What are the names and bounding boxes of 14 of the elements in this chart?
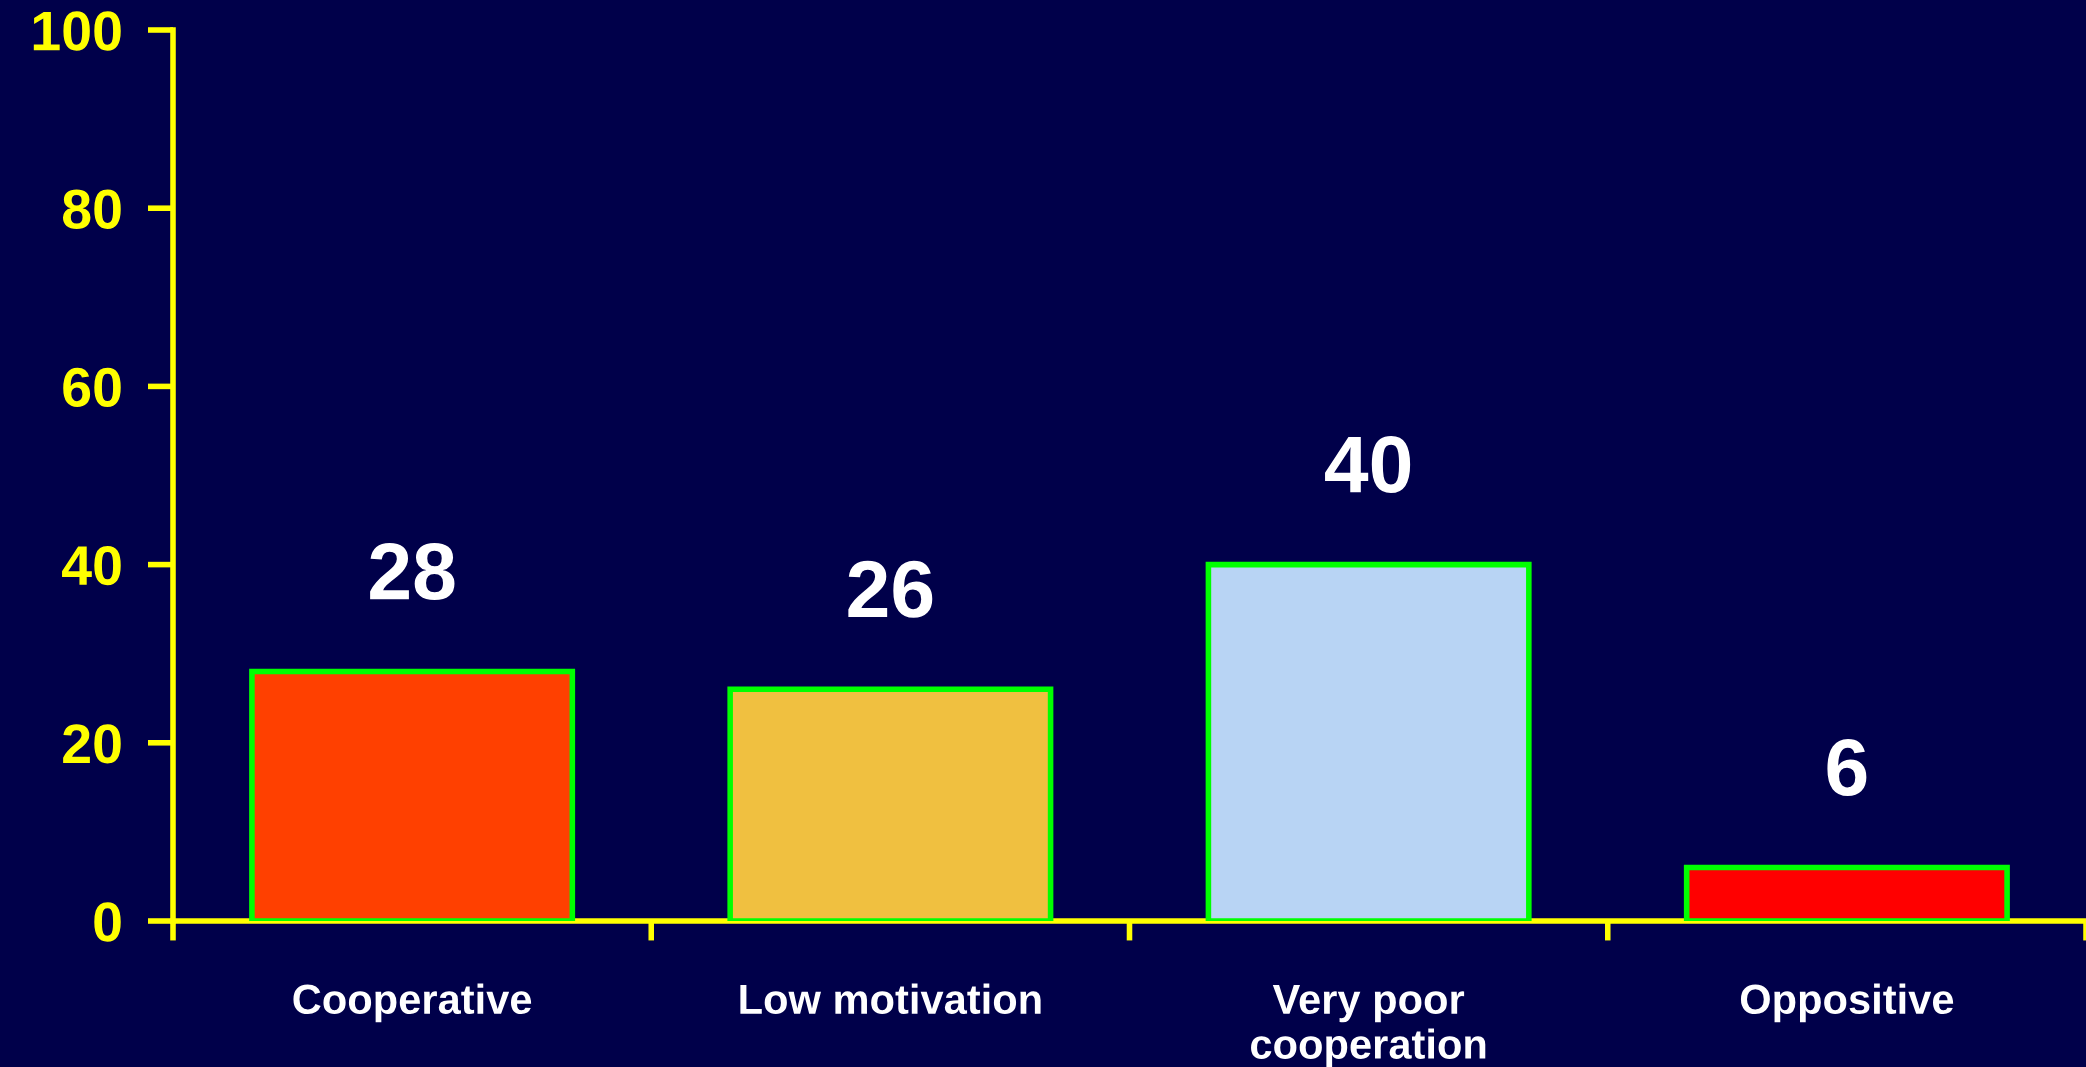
data-label: 28 [370, 543, 455, 601]
x-tick-label: Oppositive [1740, 983, 1954, 1023]
y-tick-label: 80 [62, 189, 121, 229]
data-label: 40 [1325, 436, 1411, 494]
data-label: 26 [848, 560, 933, 618]
y-tick-label: 40 [62, 545, 121, 586]
data-label: 6 [1827, 739, 1867, 797]
y-tick-label: 20 [63, 724, 121, 764]
y-tick-label: 0 [94, 902, 121, 942]
y-tick-label: 100 [33, 11, 121, 51]
y-tick-label: 60 [63, 367, 121, 408]
x-tick-label: Low motivation [740, 983, 1041, 1015]
x-tick-label: Very poor cooperation [1251, 985, 1486, 1067]
x-tick-label: Cooperative [293, 983, 532, 1023]
